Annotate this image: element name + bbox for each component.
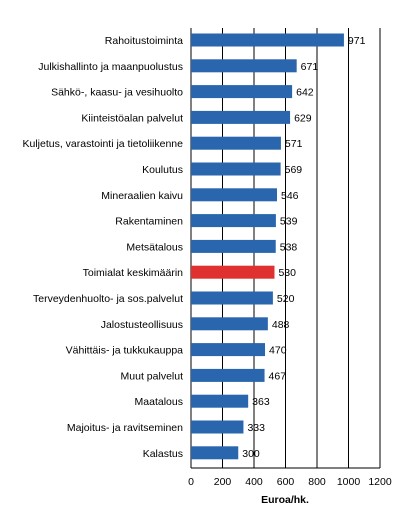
category-label: Majoitus- ja ravitseminen — [67, 422, 183, 434]
value-label: 539 — [280, 216, 298, 228]
value-label: 971 — [348, 35, 366, 47]
value-label: 530 — [278, 267, 296, 279]
bar-highlight — [191, 265, 275, 279]
category-label: Metsätalous — [126, 241, 183, 253]
bar — [191, 136, 281, 150]
bar — [191, 420, 244, 434]
bar — [191, 317, 268, 331]
category-label: Muut palvelut — [121, 370, 184, 382]
category-label: Rahoitustoiminta — [105, 35, 183, 47]
bars — [191, 33, 344, 460]
category-label: Toimialat keskimäärin — [83, 267, 184, 279]
bar — [191, 368, 265, 382]
value-label: 470 — [269, 345, 287, 357]
value-label: 629 — [294, 112, 312, 124]
value-label: 488 — [272, 319, 290, 331]
bar — [191, 162, 281, 176]
bar — [191, 394, 249, 408]
x-tick-label: 200 — [214, 476, 232, 488]
value-label: 467 — [269, 370, 287, 382]
category-label: Jalostusteollisuus — [101, 319, 183, 331]
category-label: Kalastus — [143, 448, 183, 460]
value-label: 300 — [242, 448, 260, 460]
bar — [191, 188, 277, 202]
bar — [191, 446, 239, 460]
category-label: Vähittäis- ja tukkukauppa — [66, 345, 183, 357]
bar — [191, 59, 297, 73]
value-label: 671 — [301, 61, 319, 73]
bar — [191, 239, 276, 253]
category-label: Mineraalien kaivu — [101, 190, 183, 202]
bar — [191, 110, 291, 124]
x-tick-label: 800 — [308, 476, 326, 488]
value-label: 538 — [280, 241, 298, 253]
bar — [191, 33, 344, 47]
value-label: 546 — [281, 190, 299, 202]
bar — [191, 214, 276, 228]
category-label: Maatalous — [135, 396, 183, 408]
category-label: Rakentaminen — [115, 216, 183, 228]
value-label: 571 — [285, 138, 303, 150]
value-label: 642 — [296, 87, 314, 99]
category-label: Kiinteistöalan palvelut — [81, 112, 183, 124]
category-label: Kuljetus, varastointi ja tietoliikenne — [22, 138, 183, 150]
value-label: 569 — [285, 164, 303, 176]
value-label: 363 — [252, 396, 270, 408]
x-tick-label: 0 — [188, 476, 194, 488]
x-tick-label: 400 — [245, 476, 263, 488]
labels: 0 200 400 600 800 1000 1200 Rahoitustoiminta 971… — [22, 35, 391, 488]
category-label: Koulutus — [142, 164, 183, 176]
value-label: 333 — [247, 422, 265, 434]
category-label: Julkishallinto ja maanpuolustus — [38, 61, 183, 73]
value-label: 520 — [277, 293, 295, 305]
bar — [191, 343, 266, 357]
bar — [191, 85, 293, 99]
x-axis-title: Euroa/hk. — [261, 494, 309, 506]
category-label: Sähkö-, kaasu- ja vesihuolto — [51, 87, 183, 99]
x-tick-label: 600 — [277, 476, 295, 488]
x-tick-label: 1200 — [368, 476, 392, 488]
bar — [191, 291, 273, 305]
category-label: Terveydenhuolto- ja sos.palvelut — [33, 293, 183, 305]
x-tick-label: 1000 — [337, 476, 361, 488]
